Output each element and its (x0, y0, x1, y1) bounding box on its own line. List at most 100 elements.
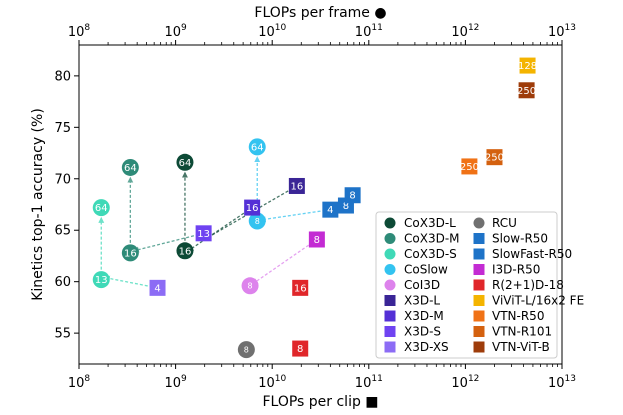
data-point: 13 (195, 225, 212, 242)
data-point: 16 (244, 199, 261, 216)
data-point: 64 (176, 153, 194, 171)
point-label: 250 (460, 162, 479, 173)
legend-square-marker (473, 279, 485, 291)
legend-square-marker (473, 233, 485, 244)
legend-circle-marker (384, 233, 396, 244)
data-point: 8 (344, 187, 361, 204)
x-tick-label: 1012 (451, 374, 479, 391)
data-point: 250 (517, 82, 536, 99)
data-point: 64 (92, 199, 110, 217)
point-label: 16 (290, 181, 303, 192)
tick-base: 10 (164, 25, 181, 40)
legend-entry: RCU (473, 216, 517, 230)
dashed-arrow (201, 185, 298, 242)
legend-entry: R(2+1)D-18 (473, 278, 564, 292)
circle-mark (176, 242, 194, 260)
square-mark (149, 279, 166, 296)
dashed-arrow (132, 232, 204, 253)
plot-frame (78, 44, 563, 365)
top-x-tick-label: 1011 (355, 23, 383, 40)
legend-label: VTN-ViT-B (492, 340, 550, 354)
legend-label: ViViT-L/16x2 FE (492, 294, 584, 308)
x-tick-label: 1013 (548, 374, 576, 391)
data-point: 16 (121, 244, 139, 262)
legend-square-marker (473, 248, 485, 260)
legend-label: SlowFast-R50 (492, 247, 572, 261)
tick-exponent: 11 (371, 23, 382, 33)
point-label: 8 (244, 345, 249, 354)
legend-square-marker (384, 326, 396, 337)
point-label: 16 (179, 246, 192, 257)
point-label: 8 (255, 217, 260, 226)
point-label: 16 (294, 283, 307, 294)
legend-entry: ViViT-L/16x2 FE (473, 294, 584, 308)
x-tick-label: 109 (164, 374, 187, 391)
legend-entry: CoX3D-S (384, 247, 457, 261)
point-label: 64 (124, 163, 137, 174)
top-x-tick-label: 1013 (548, 23, 576, 40)
legend-label: X3D-L (404, 294, 440, 308)
top-x-tick-label: 1012 (451, 23, 479, 40)
circle-mark (121, 158, 139, 176)
data-point: 128 (518, 57, 537, 74)
legend-square-marker (384, 295, 396, 306)
legend-entry: X3D-XS (384, 340, 449, 354)
legend-square-marker (473, 310, 485, 322)
legend-circle-marker (384, 248, 396, 260)
y-tick-label: 60 (54, 275, 71, 290)
point-label: 64 (95, 203, 108, 214)
tick-exponent: 12 (468, 374, 479, 384)
x-tick-label: 1010 (258, 374, 286, 391)
data-point: 16 (288, 177, 305, 194)
point-label: 64 (179, 158, 192, 169)
data-point: 64 (248, 138, 266, 156)
top-x-tick-label: 108 (68, 23, 91, 40)
square-mark (308, 231, 325, 248)
legend-label: CoSlow (404, 263, 448, 277)
legend-square-marker (384, 310, 396, 322)
legend-entry: CoX3D-L (384, 216, 456, 230)
data-point: 4 (149, 279, 166, 296)
tick-exponent: 11 (371, 374, 382, 384)
tick-base: 10 (355, 376, 372, 391)
square-mark (288, 177, 305, 194)
point-label: 13 (95, 275, 108, 286)
legend-label: CoX3D-S (404, 247, 457, 261)
circle-mark (237, 341, 255, 359)
point-label: 4 (154, 283, 160, 294)
y-tick-label: 80 (54, 69, 71, 84)
legend-entry: I3D-R50 (473, 263, 540, 277)
circle-mark (92, 199, 110, 217)
data-point: 8 (308, 231, 325, 248)
tick-exponent: 9 (181, 23, 187, 33)
legend-label: RCU (492, 216, 517, 230)
top-x-axis-title: FLOPs per frame ● (254, 5, 386, 21)
point-label: 13 (197, 229, 210, 240)
arrow-layer (98, 156, 331, 289)
y-tick-label: 70 (54, 172, 71, 187)
data-point: 16 (176, 242, 194, 260)
point-label: 16 (124, 248, 137, 259)
point-label: 8 (349, 191, 355, 202)
circle-mark (92, 271, 110, 289)
top-x-tick-label: 109 (164, 23, 187, 40)
legend-entry: X3D-L (384, 294, 440, 308)
square-mark (519, 57, 536, 74)
legend-entry: VTN-R101 (473, 325, 552, 339)
tick-exponent: 10 (275, 23, 287, 33)
point-label: 8 (297, 344, 303, 355)
dashed-arrow (251, 238, 318, 285)
data-point: 8 (292, 340, 309, 357)
square-mark (518, 82, 535, 99)
dashed-arrow (259, 209, 331, 223)
legend-label: R(2+1)D-18 (492, 278, 564, 292)
tick-base: 10 (68, 25, 85, 40)
y-tick-label: 65 (54, 224, 71, 239)
legend-label: I3D-R50 (492, 263, 540, 277)
square-mark (292, 340, 309, 357)
tick-base: 10 (258, 376, 275, 391)
tick-base: 10 (258, 25, 275, 40)
square-mark (292, 279, 309, 296)
tick-exponent: 13 (565, 374, 576, 384)
